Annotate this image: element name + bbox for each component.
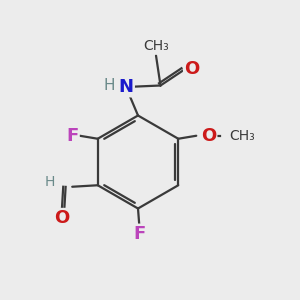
Text: CH₃: CH₃ — [143, 40, 169, 53]
Text: O: O — [201, 127, 216, 145]
Text: N: N — [118, 78, 134, 96]
Text: F: F — [66, 127, 78, 145]
Text: H: H — [104, 78, 115, 93]
Text: CH₃: CH₃ — [229, 129, 255, 143]
Text: O: O — [184, 60, 200, 78]
Text: F: F — [134, 225, 146, 243]
Text: H: H — [44, 175, 55, 189]
Text: O: O — [54, 209, 69, 227]
